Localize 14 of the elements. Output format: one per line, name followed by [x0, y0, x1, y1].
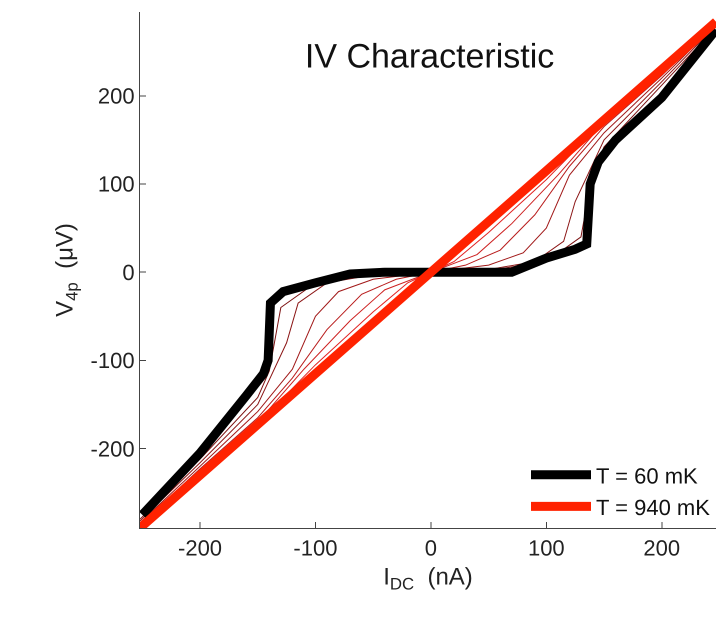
y-tick-label: -200: [90, 436, 135, 462]
x-axis-title: I$_{DC}$ (nA): [383, 564, 473, 594]
text: IV Characteristic: [304, 37, 554, 76]
x-tick-label: 100: [528, 535, 565, 560]
x-tick-label: 0: [424, 535, 438, 560]
y-tick-label: 0: [122, 260, 135, 285]
x-tick-label: -200: [178, 535, 222, 560]
x-tick-label: -100: [293, 535, 338, 560]
x-tick-label: 200: [643, 535, 680, 560]
legend-label: T = 940 mK: [596, 494, 710, 520]
y-tick-label: -100: [90, 348, 135, 374]
y-tick-label: 100: [98, 172, 135, 197]
y-tick-label: 200: [98, 83, 135, 108]
legend-label: T = 60 mK: [596, 463, 698, 488]
